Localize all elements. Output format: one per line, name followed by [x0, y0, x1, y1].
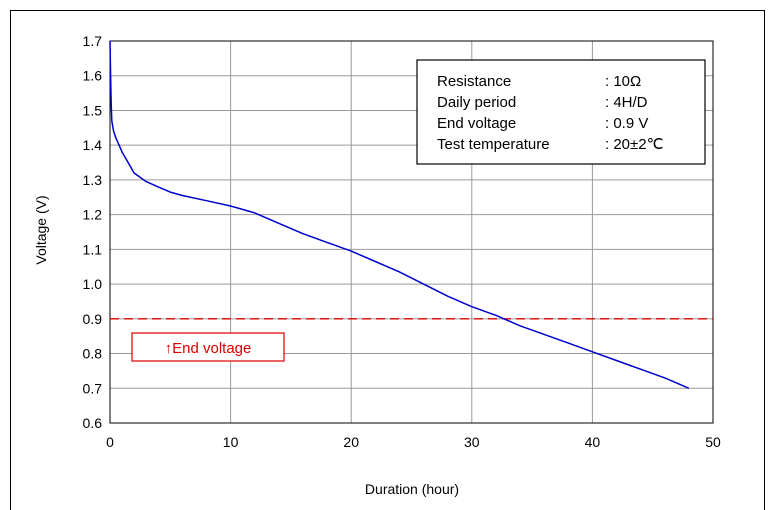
annotation-text: ↑End voltage: [165, 340, 252, 357]
series-group: [109, 40, 690, 389]
y-tick-label: 1.0: [83, 276, 103, 292]
info-label: End voltage: [437, 115, 516, 132]
info-value: : 4H/D: [605, 94, 648, 111]
end-voltage-annotation: ↑End voltage: [131, 332, 285, 362]
info-value: : 20±2℃: [605, 136, 663, 153]
info-label: Test temperature: [437, 136, 550, 153]
info-label: Daily period: [437, 94, 516, 111]
y-tick-label: 1.1: [83, 241, 103, 257]
chart-frame: [10, 10, 765, 510]
y-tick-label: 1.2: [83, 207, 103, 223]
y-tick-label: 0.7: [83, 380, 103, 396]
info-value: : 0.9 V: [605, 115, 648, 132]
y-tick-label: 1.5: [83, 102, 103, 118]
plot-area-border: [109, 40, 714, 424]
y-tick-label: 1.7: [83, 33, 103, 49]
info-label: Resistance: [437, 73, 511, 90]
y-tick-label: 0.9: [83, 311, 103, 327]
x-axis-label: Duration (hour): [365, 481, 459, 497]
y-tick-label: 0.6: [83, 415, 103, 431]
info-box-border: [416, 59, 706, 165]
x-tick-label: 40: [585, 434, 601, 450]
x-tick-label: 20: [343, 434, 359, 450]
x-tick-label: 50: [705, 434, 721, 450]
info-value: : 10Ω: [605, 73, 641, 90]
y-tick-label: 1.3: [83, 172, 103, 188]
y-tick-label: 1.6: [83, 68, 103, 84]
x-tick-label: 0: [106, 434, 114, 450]
x-axis-ticks: 0 10 20 30 40 50: [106, 434, 721, 450]
test-conditions-box: Resistance : 10Ω Daily period : 4H/D End vol…: [416, 59, 706, 165]
y-axis-ticks: 0.6 0.7 0.8 0.9 1.0 1.1 1.2 1.3 1.4 1.5 1.6 1.7: [83, 33, 103, 431]
series-line-0: [109, 40, 690, 389]
x-tick-label: 10: [223, 434, 239, 450]
y-axis-label: Voltage (V): [33, 195, 49, 264]
x-tick-label: 30: [464, 434, 480, 450]
annotation-box: [131, 332, 285, 362]
y-tick-label: 1.4: [83, 137, 103, 153]
y-tick-label: 0.8: [83, 346, 103, 362]
